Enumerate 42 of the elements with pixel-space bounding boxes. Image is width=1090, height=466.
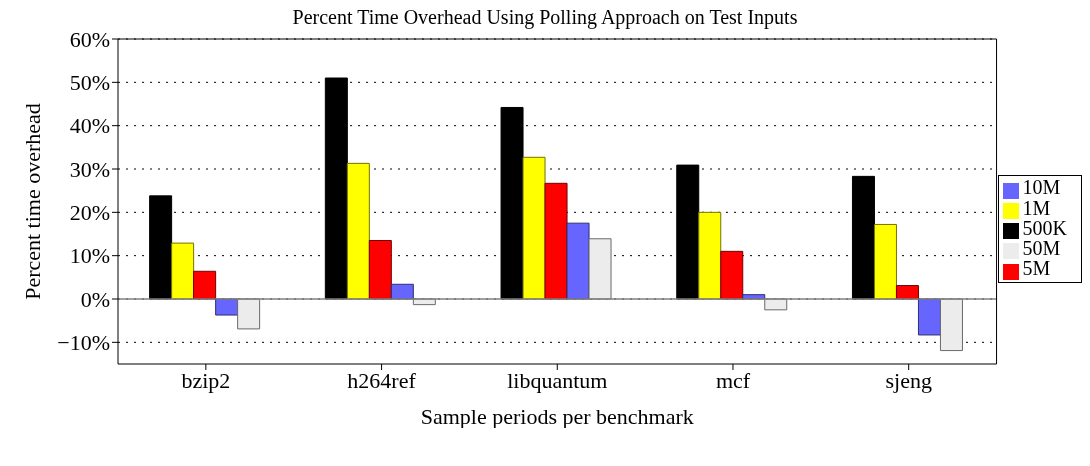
legend-label: 500K [1022,216,1067,239]
bar [698,211,722,300]
bar [324,77,348,300]
y-tick-label: 60% [69,26,110,52]
x-tick-label: mcf [715,367,751,393]
y-tick-label: −10% [57,330,110,356]
bar [939,298,963,352]
x-tick-label: sjeng [885,367,932,393]
bar [237,298,261,330]
chart-title: Percent Time Overhead Using Polling Approach on Test Inputs [292,6,798,28]
x-tick-label: bzip2 [181,367,231,393]
bar [346,162,370,300]
legend-label: 5M [1022,257,1051,280]
x-tick-label: h264ref [347,367,417,393]
y-tick-label: 0% [80,286,110,312]
bar [895,285,919,300]
bar [917,298,941,336]
bar [851,175,875,300]
bar [522,156,546,300]
bar [873,223,897,300]
bar [676,164,700,300]
x-axis-title: Sample periods per benchmark [420,404,694,429]
bar [720,250,744,300]
y-tick-label: 30% [69,156,110,182]
y-tick-label: 10% [69,243,110,269]
bar [149,195,173,300]
y-tick-label: 20% [69,200,110,226]
bar [500,106,524,300]
bar [171,242,195,300]
bar [368,240,392,300]
bar [544,182,568,300]
legend-label: 10M [1022,176,1061,199]
bar [588,238,612,300]
legend-label: 1M [1022,196,1051,219]
y-tick-label: 40% [69,113,110,139]
legend-label: 50M [1022,237,1061,260]
bar [215,298,239,316]
x-tick-label: libquantum [507,367,608,393]
bar [193,270,217,300]
y-axis-title: Percent time overhead [19,103,45,300]
bar [566,222,590,300]
y-tick-label: 50% [69,70,110,96]
